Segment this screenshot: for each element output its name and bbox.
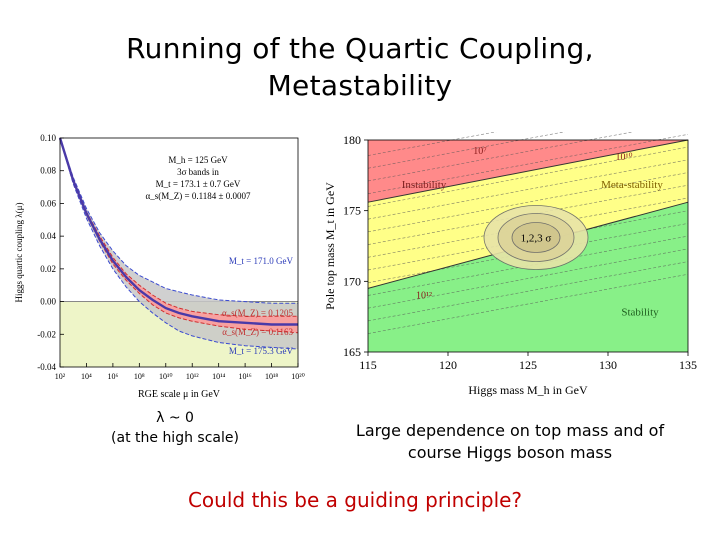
band-annotation: M_t = 171.0 GeV (229, 256, 294, 266)
x-tick-label: 10² (55, 372, 66, 381)
band-annotation: α_s(M_Z) = 0.1205 (222, 308, 294, 318)
y-tick-label: -0.02 (37, 329, 56, 339)
scale-contour-line (367, 134, 689, 195)
scale-contour-line (367, 159, 689, 220)
ellipse-label: 1,2,3 σ (521, 233, 552, 245)
scale-contour-line (367, 172, 689, 233)
lambda-note: (at the high scale) (111, 430, 239, 446)
legend-box-line: 3σ bands in (177, 167, 219, 177)
y-tick-label: 175 (343, 204, 361, 218)
series-line-central (58, 137, 298, 326)
x-tick-label: 10⁶ (107, 372, 118, 381)
x-axis-label: Higgs mass M_h in GeV (468, 383, 588, 397)
x-tick-label: 10¹⁶ (239, 372, 252, 381)
x-tick-label: 10⁴ (81, 372, 92, 381)
x-tick-label: 135 (679, 358, 697, 372)
title-line-1: Running of the Quartic Coupling, (126, 32, 594, 65)
x-tick-label: 130 (599, 358, 617, 372)
y-tick-label: 0.02 (40, 264, 56, 274)
stability-phase-chart: 1,2,3 σ Instability Meta-stability Stabilit… (323, 132, 697, 397)
x-tick-label: 10¹² (186, 372, 199, 381)
x-tick-label: 10²⁰ (291, 372, 305, 381)
scale-contour-line (367, 132, 566, 169)
lambda-symbol: λ ~ 0 (156, 410, 194, 426)
band-annotation: M_t = 175.3 GeV (229, 346, 294, 356)
x-tick-label: 10¹⁴ (212, 372, 225, 381)
x-tick-label: 115 (359, 358, 377, 372)
stability-region (368, 202, 688, 352)
x-tick-label: 10⁸ (134, 372, 145, 381)
y-tick-label: 0.10 (40, 133, 56, 143)
x-tick-label: 120 (439, 358, 457, 372)
scale-contour-line (367, 261, 689, 322)
x-axis-label: RGE scale μ in GeV (138, 389, 221, 400)
y-axis-label: Pole top mass M_t in GeV (323, 182, 337, 310)
plot-frame (59, 137, 299, 368)
y-tick-label: -0.04 (37, 362, 56, 372)
band-annotation: α_s(M_Z) = 0.1163 (222, 327, 293, 337)
lambda-caption: λ ~ 0 (at the high scale) (100, 408, 250, 448)
y-tick-label: 0.06 (40, 198, 56, 208)
x-tick-label: 125 (519, 358, 537, 372)
legend-box-line: α_s(M_Z) = 0.1184 ± 0.0007 (146, 191, 251, 201)
scale-contour-line (367, 248, 689, 309)
series-line-mt-175 (59, 137, 299, 350)
scale-contour-line (367, 132, 634, 182)
y-tick-label: 0.00 (40, 297, 56, 307)
instability-boundary (367, 139, 689, 203)
y-tick-label: 0.08 (40, 166, 56, 176)
legend-box-line: M_h = 125 GeV (168, 155, 228, 165)
y-tick-label: 165 (343, 345, 361, 359)
scale-label: 10⁷ (473, 146, 487, 157)
slide-title: Running of the Quartic Coupling, Metasta… (0, 30, 720, 104)
region-label: Meta-stability (601, 179, 663, 191)
title-line-2: Metastability (267, 69, 453, 102)
y-tick-label: 170 (343, 274, 361, 288)
series-line-mt-171 (59, 137, 298, 304)
y-axis-label: Higgs quartic coupling λ(μ) (14, 203, 24, 303)
confidence-ellipse (511, 222, 561, 253)
y-tick-label: 180 (343, 133, 361, 147)
scale-contour-line (367, 273, 689, 334)
legend-box-line: M_t = 173.1 ± 0.7 GeV (156, 179, 241, 189)
scale-contour-line (367, 146, 689, 207)
y-tick-label: 0.04 (40, 231, 56, 241)
dependence-caption: Large dependence on top mass and of cour… (355, 421, 665, 462)
x-tick-label: 10¹⁸ (265, 372, 278, 381)
guiding-question: Could this be a guiding principle? (187, 488, 523, 512)
scale-label: 10¹² (416, 290, 432, 301)
scale-label: 10¹⁰ (615, 152, 632, 163)
region-label: Stability (621, 306, 659, 318)
x-tick-label: 10¹⁰ (159, 372, 173, 381)
region-label: Instability (402, 179, 447, 191)
